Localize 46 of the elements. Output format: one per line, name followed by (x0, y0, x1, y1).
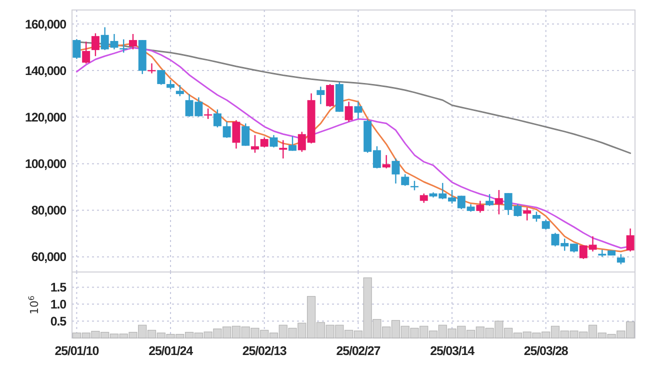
y-tick-label: 0.5 (50, 314, 67, 328)
y-tick-label: 80,000 (31, 204, 67, 218)
x-tick-label: 25/01/10 (54, 344, 100, 358)
x-tick-label: 25/02/27 (336, 344, 381, 358)
candlestick (148, 62, 156, 74)
candlestick (288, 136, 296, 152)
candlestick (532, 211, 540, 222)
candlestick (316, 86, 325, 105)
candlestick (157, 69, 166, 86)
candlestick (232, 120, 240, 150)
candlestick (392, 158, 400, 184)
candlestick (420, 192, 428, 204)
candlestick (120, 38, 128, 54)
candlestick (166, 80, 175, 90)
x-tick-label: 25/03/28 (524, 344, 568, 358)
candlestick (213, 108, 222, 128)
candlestick (494, 189, 503, 215)
candlestick (72, 38, 81, 60)
candlestick (82, 41, 90, 64)
candlestick (410, 180, 418, 191)
y-tick-label: 140,000 (25, 64, 67, 78)
candlestick (176, 84, 184, 97)
y-tick-label: 1.5 (50, 280, 67, 295)
x-tick-label: 25/01/24 (148, 344, 194, 358)
candlestick (626, 228, 634, 252)
candlestick (91, 32, 100, 57)
candlestick (129, 33, 137, 50)
candlestick (270, 134, 278, 148)
candlestick (354, 101, 362, 120)
y-tick-label: 120,000 (25, 110, 67, 125)
candlestick (401, 174, 410, 186)
candlestick (344, 101, 353, 122)
x-tick-label: 25/02/13 (242, 344, 287, 358)
candlestick (326, 83, 334, 108)
candlestick (382, 154, 390, 169)
x-tick-label: 25/03/14 (430, 344, 475, 358)
y-tick-label: 1.0 (50, 298, 67, 312)
candlestick (616, 254, 625, 265)
y-tick-label: 160,000 (25, 17, 67, 32)
y-tick-label: 100,000 (25, 157, 67, 172)
candlestick (242, 122, 250, 146)
y-tick-label: 60,000 (31, 250, 67, 264)
candlestick (542, 219, 550, 230)
candlestick (222, 121, 231, 138)
candlestick (486, 194, 494, 207)
candlestick (476, 200, 484, 214)
